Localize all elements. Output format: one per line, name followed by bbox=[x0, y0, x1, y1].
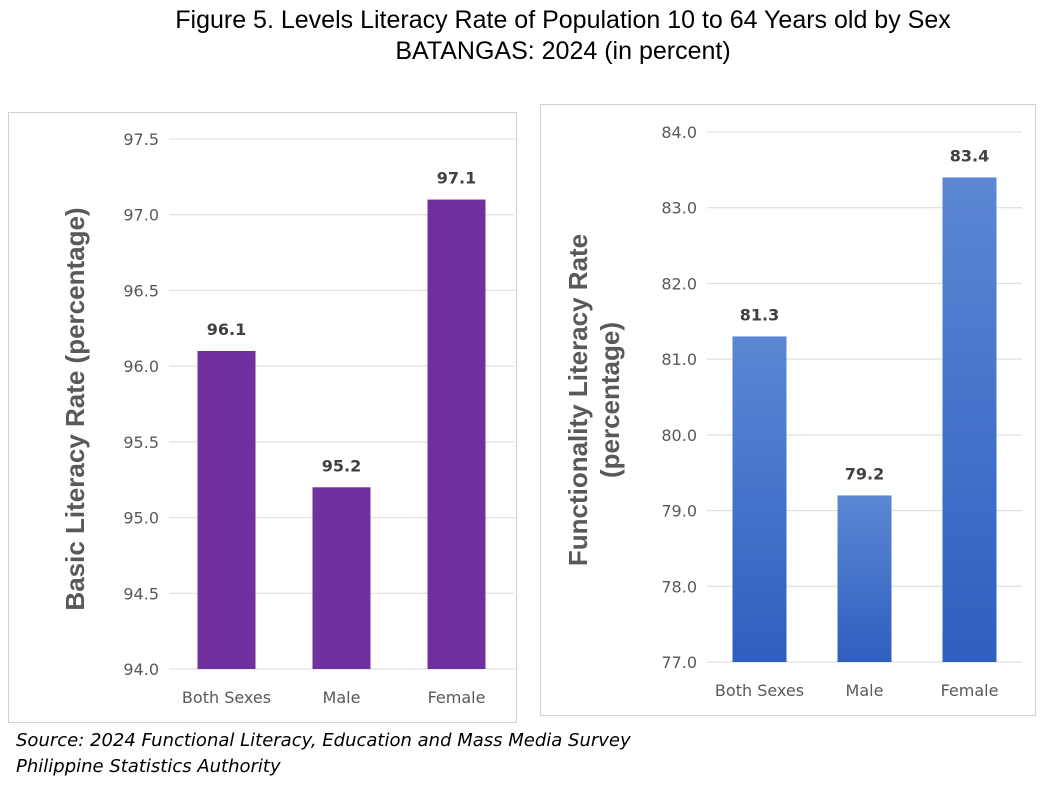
basic-literacy-chart-panel: 94.0 94.5 95.0 95.5 96.0 96.5 97.0 97.5 96.1 Both… bbox=[8, 112, 517, 723]
y-tick-label: 78.0 bbox=[661, 577, 697, 596]
figure-title-line-2: BATANGAS: 2024 (in percent) bbox=[395, 37, 731, 65]
bar-value-label: 81.3 bbox=[740, 305, 779, 324]
y-tick-label: 80.0 bbox=[661, 426, 697, 445]
figure-title-line-1: Figure 5. Levels Literacy Rate of Popula… bbox=[175, 6, 951, 34]
x-category-label: Female bbox=[428, 688, 486, 707]
bar-value-label: 79.2 bbox=[845, 464, 884, 483]
y-tick-label: 82.0 bbox=[661, 274, 697, 293]
functional-literacy-chart: 77.0 78.0 79.0 80.0 81.0 82.0 83.0 84.0 81.3 Both… bbox=[563, 123, 1022, 700]
basic-literacy-chart: 94.0 94.5 95.0 95.5 96.0 96.5 97.0 97.5 96.1 Both… bbox=[60, 130, 514, 707]
y-tick-label: 94.5 bbox=[123, 584, 159, 603]
bar bbox=[732, 336, 787, 662]
x-category-label: Both Sexes bbox=[715, 681, 804, 700]
source-line-2: Philippine Statistics Authority bbox=[16, 756, 281, 777]
y-tick-label: 95.5 bbox=[123, 433, 159, 452]
y-tick-label: 94.0 bbox=[123, 660, 159, 679]
y-tick-label: 96.0 bbox=[123, 357, 159, 376]
y-axis-title: (percentage) bbox=[595, 322, 625, 478]
y-tick-label: 81.0 bbox=[661, 350, 697, 369]
bar bbox=[312, 487, 371, 669]
y-tick-label: 97.5 bbox=[123, 130, 159, 149]
bar bbox=[197, 351, 256, 669]
y-axis-title: Functionality Literacy Rate bbox=[563, 234, 593, 566]
x-category-label: Male bbox=[323, 688, 361, 707]
bar-value-label: 97.1 bbox=[437, 169, 476, 188]
source-line-1: Source: 2024 Functional Literacy, Educat… bbox=[16, 730, 631, 751]
y-tick-label: 83.0 bbox=[661, 199, 697, 218]
y-tick-label: 79.0 bbox=[661, 502, 697, 521]
y-tick-label: 77.0 bbox=[661, 653, 697, 672]
y-tick-label: 95.0 bbox=[123, 509, 159, 528]
x-category-label: Both Sexes bbox=[182, 688, 271, 707]
bar bbox=[837, 495, 892, 662]
bar-value-label: 95.2 bbox=[322, 456, 361, 475]
bar-value-label: 96.1 bbox=[207, 320, 246, 339]
y-tick-label: 84.0 bbox=[661, 123, 697, 142]
functional-literacy-chart-panel: 77.0 78.0 79.0 80.0 81.0 82.0 83.0 84.0 81.3 Both… bbox=[540, 104, 1036, 716]
x-category-label: Female bbox=[941, 681, 999, 700]
y-axis-title: Basic Literacy Rate (percentage) bbox=[60, 207, 90, 610]
y-tick-label: 96.5 bbox=[123, 281, 159, 300]
bar bbox=[427, 199, 486, 670]
x-category-label: Male bbox=[846, 681, 884, 700]
bar-value-label: 83.4 bbox=[950, 146, 989, 165]
y-tick-label: 97.0 bbox=[123, 206, 159, 225]
bar bbox=[942, 177, 997, 662]
